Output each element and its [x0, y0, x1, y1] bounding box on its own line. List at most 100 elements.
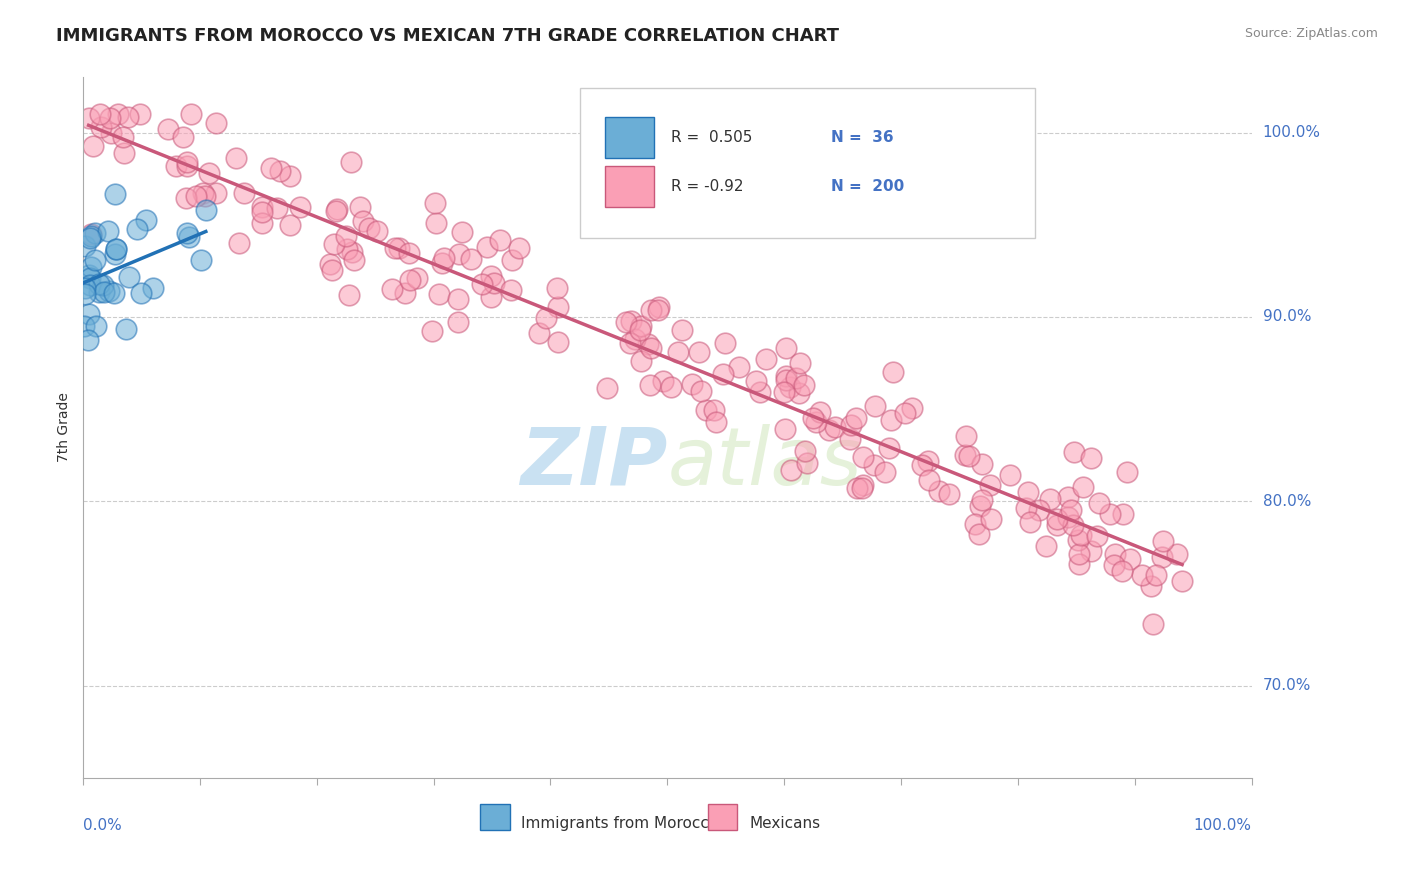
Point [1067, 547, 1090, 561]
Point [232, 186, 254, 201]
Point [1111, 564, 1133, 578]
Point [1060, 502, 1083, 516]
Point [1057, 490, 1080, 504]
Point [225, 151, 247, 165]
Point [340, 155, 363, 169]
Point [406, 270, 429, 285]
Point [779, 463, 801, 477]
Point [87, 277, 110, 291]
Point [198, 166, 221, 180]
Point [773, 422, 796, 436]
Point [671, 323, 693, 337]
Point [117, 110, 139, 124]
Point [325, 203, 347, 218]
Point [321, 263, 343, 277]
Point [394, 285, 416, 300]
Point [489, 233, 512, 247]
Point [318, 257, 340, 271]
Point [647, 303, 669, 318]
Point [129, 286, 152, 301]
Point [157, 122, 180, 136]
Point [972, 458, 994, 472]
Point [957, 449, 980, 463]
Point [80, 260, 103, 275]
Point [77, 268, 100, 283]
Point [172, 129, 194, 144]
Point [326, 202, 349, 216]
Point [804, 416, 827, 430]
Point [690, 384, 713, 399]
Point [337, 288, 360, 302]
Point [84, 226, 107, 240]
Point [252, 216, 274, 230]
Point [176, 227, 198, 241]
Point [447, 315, 470, 329]
Text: 100.0%: 100.0% [1263, 125, 1320, 140]
Point [1116, 465, 1139, 479]
Point [288, 201, 311, 215]
Point [1063, 444, 1085, 458]
Point [250, 200, 273, 214]
Point [938, 487, 960, 501]
Point [1150, 549, 1173, 564]
Point [596, 381, 619, 395]
Point [508, 241, 530, 255]
Point [1130, 567, 1153, 582]
Point [619, 335, 641, 350]
Point [917, 454, 939, 468]
Point [1144, 567, 1167, 582]
Point [77, 111, 100, 125]
Point [640, 341, 662, 355]
Point [266, 201, 288, 215]
Point [112, 145, 135, 160]
Point [104, 186, 127, 201]
Text: Mexicans: Mexicans [749, 816, 820, 831]
Point [894, 406, 917, 420]
Point [184, 189, 207, 203]
Point [103, 286, 125, 301]
Point [1102, 558, 1125, 572]
Point [135, 212, 157, 227]
Point [89, 285, 111, 299]
Point [79, 231, 101, 245]
Point [1166, 547, 1188, 561]
Point [648, 300, 671, 314]
Point [772, 384, 794, 399]
Point [501, 252, 523, 267]
Point [180, 107, 202, 121]
Point [366, 224, 388, 238]
Point [79, 278, 101, 293]
Point [624, 332, 647, 346]
Point [917, 473, 939, 487]
Point [882, 366, 904, 380]
Point [129, 107, 152, 121]
Text: 80.0%: 80.0% [1263, 494, 1310, 508]
Point [388, 241, 411, 255]
Point [420, 324, 443, 338]
Point [191, 186, 214, 201]
Point [118, 270, 141, 285]
Point [714, 335, 737, 350]
Point [1067, 533, 1090, 547]
Point [789, 357, 811, 371]
Text: 90.0%: 90.0% [1263, 310, 1312, 325]
Point [745, 374, 768, 388]
Point [75, 287, 97, 301]
Point [359, 220, 381, 235]
Point [250, 205, 273, 219]
Point [1056, 510, 1078, 524]
Point [527, 326, 550, 340]
Point [1087, 496, 1109, 510]
Point [176, 191, 198, 205]
Point [652, 374, 675, 388]
Point [755, 351, 778, 366]
Point [278, 169, 301, 184]
Point [1039, 491, 1062, 506]
Point [433, 252, 456, 266]
Point [775, 341, 797, 355]
Point [1071, 480, 1094, 494]
Text: Source: ZipAtlas.com: Source: ZipAtlas.com [1244, 27, 1378, 40]
Point [928, 484, 950, 499]
Text: atlas: atlas [668, 424, 862, 501]
Point [90, 120, 112, 134]
